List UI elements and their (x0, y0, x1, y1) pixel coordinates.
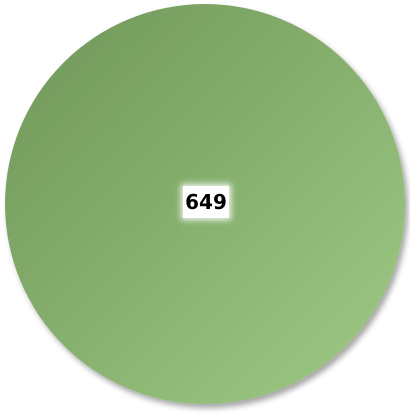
slice-value-label: 649 (183, 186, 229, 218)
